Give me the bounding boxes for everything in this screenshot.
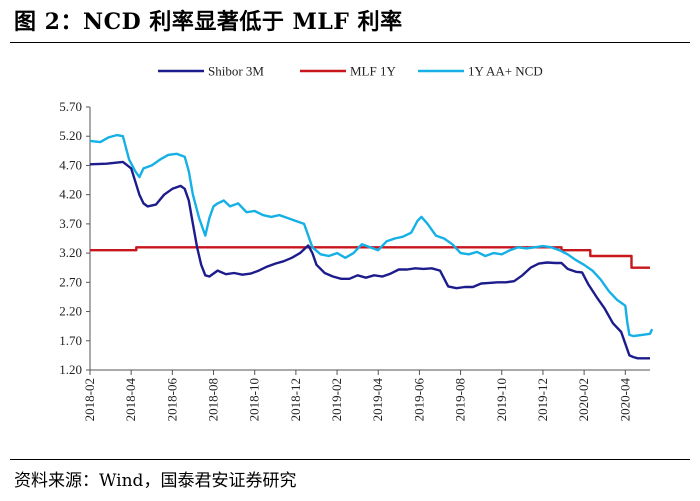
x-axis: 2018-02 2018-04 2018-06 2018-08 2018-10 2018-… (82, 370, 632, 421)
source-note: 资料来源：Wind，国泰君安证券研究 (14, 471, 297, 491)
y-tick-label: 2.20 (59, 304, 82, 319)
x-tick-label: 2018-12 (288, 378, 303, 421)
legend-label: Shibor 3M (208, 64, 264, 79)
series-line-1y-aa-ncd (89, 133, 654, 338)
y-axis: 1.20 1.70 2.20 2.70 3.20 3.70 4.20 4.70 5.20 5.70 (59, 99, 90, 377)
x-tick-label: 2020-02 (576, 378, 591, 421)
plot-frame (89, 107, 650, 371)
source-rule (10, 459, 690, 460)
y-tick-label: 5.20 (59, 128, 82, 143)
y-tick-label: 4.20 (59, 187, 82, 202)
series-line-mlf-1y (90, 246, 650, 269)
x-tick-label: 2019-04 (370, 378, 385, 422)
series-line-shibor-3m (89, 160, 650, 360)
x-tick-label: 2019-08 (453, 378, 468, 421)
y-tick-label: 5.70 (59, 99, 82, 114)
x-tick-label: 2019-02 (329, 378, 344, 421)
y-tick-label: 1.20 (59, 362, 82, 377)
legend: Shibor 3M MLF 1Y 1Y AA+ NCD (158, 64, 543, 79)
x-tick-label: 2019-12 (535, 378, 550, 421)
x-tick-label: 2018-10 (247, 378, 262, 421)
x-tick-label: 2018-04 (123, 378, 138, 422)
title-rule (10, 42, 690, 43)
x-tick-label: 2019-06 (411, 378, 426, 422)
legend-label: 1Y AA+ NCD (468, 64, 543, 79)
line-chart: 1.20 1.70 2.20 2.70 3.20 3.70 4.20 4.70 5.20 5.70… (59, 64, 654, 421)
x-tick-label: 2018-08 (206, 378, 221, 421)
y-tick-label: 2.70 (59, 274, 82, 289)
y-tick-label: 4.70 (59, 157, 82, 172)
legend-label: MLF 1Y (350, 64, 396, 79)
x-tick-label: 2019-10 (494, 378, 509, 421)
y-tick-label: 3.20 (59, 245, 82, 260)
series-layer (89, 133, 654, 360)
x-tick-label: 2018-06 (164, 378, 179, 422)
x-tick-label: 2018-02 (82, 378, 97, 421)
y-tick-label: 3.70 (59, 216, 82, 231)
y-tick-label: 1.70 (59, 333, 82, 348)
x-tick-label: 2020-04 (617, 378, 632, 422)
figure-title: 图 2：NCD 利率显著低于 MLF 利率 (14, 9, 403, 35)
